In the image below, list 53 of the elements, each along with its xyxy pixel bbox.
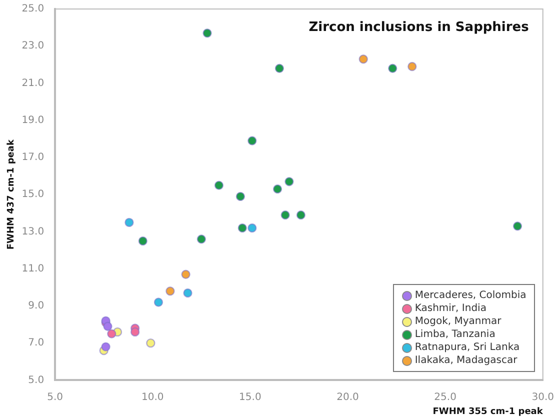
y-tick-label: 19.0: [22, 114, 44, 126]
y-tick-label: 13.0: [22, 226, 44, 238]
point: [124, 218, 134, 228]
point: [284, 177, 294, 186]
point: [238, 223, 247, 233]
point: [408, 62, 417, 72]
point: [183, 288, 192, 298]
legend-label: Kashmir, India: [414, 302, 488, 316]
point: [274, 64, 284, 73]
point: [196, 234, 206, 244]
x-axis-title: FWHM 355 cm-1 peak: [432, 406, 544, 417]
point: [181, 270, 190, 280]
x-tick-label: 30.0: [532, 392, 554, 403]
x-tick-label: 20.0: [336, 392, 359, 403]
y-tick-label: 21.0: [22, 78, 44, 89]
point: [138, 236, 148, 246]
point: [202, 28, 212, 38]
point: [280, 210, 290, 220]
point: [214, 180, 224, 190]
point: [101, 342, 110, 352]
y-tick-label: 15.0: [22, 189, 44, 200]
point: [248, 223, 257, 233]
y-tick-label: 9.0: [28, 300, 44, 312]
x-tick-label: 15.0: [239, 392, 262, 403]
y-tick-label: 23.0: [22, 40, 44, 52]
x-tick-label: 25.0: [434, 392, 456, 403]
point: [103, 322, 112, 331]
point: [296, 210, 306, 220]
x-tick-label: 5.0: [47, 392, 64, 403]
y-axis-title: FWHM 437 cm-1 peak: [6, 138, 17, 250]
point: [358, 54, 368, 64]
legend-label: Ratnapura, Sri Lanka: [414, 341, 521, 354]
legend-label: Limba, Tanzania: [414, 328, 496, 342]
y-tick-label: 17.0: [22, 152, 44, 164]
legend-label: Ilakaka, Madagascar: [414, 354, 518, 368]
x-tick-label: 10.0: [141, 392, 164, 403]
point: [388, 64, 398, 73]
point: [512, 222, 522, 231]
point: [154, 298, 164, 307]
point: [130, 327, 140, 337]
point: [107, 329, 116, 338]
text: Zircon inclusions in Sapphires: [308, 20, 530, 35]
y-tick-label: 11.0: [22, 263, 44, 274]
y-tick-label: 7.0: [28, 338, 44, 349]
legend-label: Mogok, Myanmar: [414, 315, 502, 328]
y-tick-label: 25.0: [22, 4, 44, 15]
point: [236, 192, 246, 202]
point: [248, 136, 257, 146]
point: [166, 286, 175, 296]
point: [146, 338, 156, 348]
y-tick-label: 5.0: [28, 374, 44, 386]
point: [272, 184, 282, 194]
legend-label: Mercaderes, Colombia: [414, 289, 526, 302]
